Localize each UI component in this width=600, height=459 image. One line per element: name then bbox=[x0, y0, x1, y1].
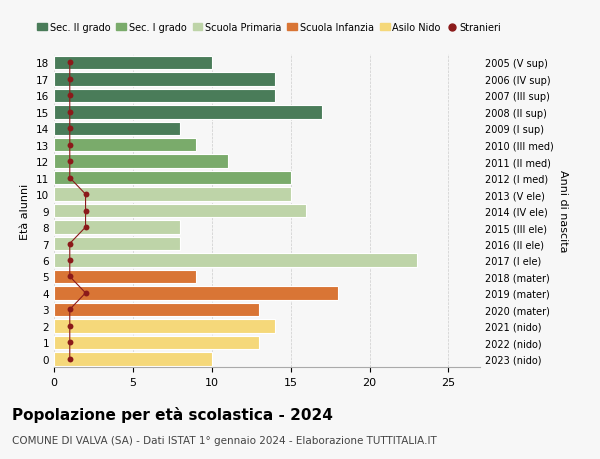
Bar bbox=[54, 139, 196, 152]
Point bbox=[65, 109, 74, 116]
Point bbox=[65, 125, 74, 133]
Bar bbox=[54, 336, 259, 349]
Bar bbox=[54, 270, 196, 284]
Bar bbox=[54, 221, 180, 234]
Bar bbox=[54, 254, 417, 267]
Point bbox=[81, 290, 91, 297]
Point bbox=[81, 224, 91, 231]
Legend: Sec. II grado, Sec. I grado, Scuola Primaria, Scuola Infanzia, Asilo Nido, Stran: Sec. II grado, Sec. I grado, Scuola Prim… bbox=[34, 19, 505, 37]
Bar bbox=[54, 352, 212, 366]
Point bbox=[65, 273, 74, 280]
Point bbox=[65, 60, 74, 67]
Point bbox=[65, 306, 74, 313]
Bar bbox=[54, 122, 180, 136]
Point bbox=[65, 174, 74, 182]
Point bbox=[65, 142, 74, 149]
Point bbox=[65, 339, 74, 346]
Bar bbox=[54, 303, 259, 316]
Bar bbox=[54, 155, 227, 168]
Point bbox=[81, 207, 91, 215]
Point bbox=[81, 191, 91, 198]
Bar bbox=[54, 172, 290, 185]
Y-axis label: Anni di nascita: Anni di nascita bbox=[557, 170, 568, 252]
Point bbox=[65, 92, 74, 100]
Point bbox=[65, 158, 74, 166]
Point bbox=[65, 355, 74, 363]
Point bbox=[65, 257, 74, 264]
Bar bbox=[54, 188, 290, 202]
Point bbox=[65, 323, 74, 330]
Bar bbox=[54, 237, 180, 251]
Bar bbox=[54, 319, 275, 333]
Bar bbox=[54, 90, 275, 103]
Point bbox=[65, 76, 74, 84]
Bar bbox=[54, 286, 338, 300]
Text: COMUNE DI VALVA (SA) - Dati ISTAT 1° gennaio 2024 - Elaborazione TUTTITALIA.IT: COMUNE DI VALVA (SA) - Dati ISTAT 1° gen… bbox=[12, 435, 437, 445]
Bar bbox=[54, 204, 307, 218]
Bar bbox=[54, 56, 212, 70]
Bar bbox=[54, 106, 322, 119]
Bar bbox=[54, 73, 275, 86]
Point bbox=[65, 241, 74, 248]
Text: Popolazione per età scolastica - 2024: Popolazione per età scolastica - 2024 bbox=[12, 406, 333, 422]
Y-axis label: Età alunni: Età alunni bbox=[20, 183, 31, 239]
